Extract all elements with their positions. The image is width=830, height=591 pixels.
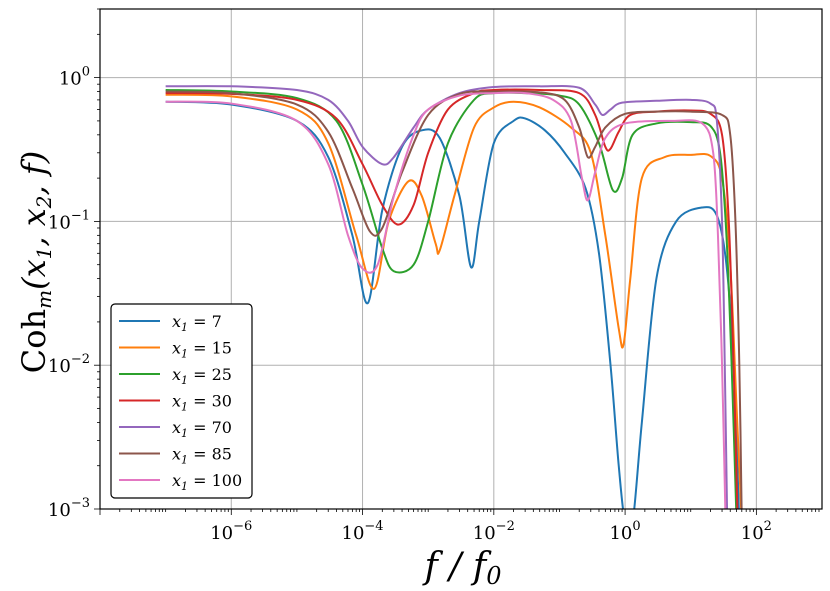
x-tick-label: 10−2 — [473, 519, 515, 544]
series-line — [165, 90, 743, 509]
y-axis-label: Cohm(x1, x2, f) — [15, 151, 56, 373]
series-line — [165, 93, 743, 509]
series-line — [165, 88, 739, 509]
x-axis-label: f / f0 — [422, 546, 502, 590]
legend-label: x1 = 70 — [172, 418, 232, 440]
series-line — [165, 91, 727, 509]
series-line — [165, 84, 729, 509]
series-line — [165, 100, 740, 509]
legend: x1 = 7 x1 = 15 x1 = 25 x1 = 30 x1 = 70 x1 = 8… — [110, 303, 253, 499]
series-layer — [165, 84, 743, 509]
legend-label: x1 = 25 — [172, 365, 232, 387]
y-tick-label: 10−2 — [48, 352, 90, 377]
plot-frame — [99, 8, 823, 510]
legend-label: x1 = 15 — [172, 339, 232, 361]
axis-ticks: 10−6 10−4 10−2 100 102 100 10−1 10−2 10−3 — [48, 8, 820, 544]
x-tick-label: 102 — [741, 519, 772, 544]
legend-label: x1 = 7 — [172, 312, 222, 334]
x-tick-label: 100 — [609, 519, 640, 544]
x-tick-label: 10−4 — [342, 519, 384, 544]
legend-box — [110, 303, 253, 499]
legend-label: x1 = 30 — [172, 392, 232, 414]
y-tick-label: 10−3 — [48, 496, 90, 521]
x-tick-label: 10−6 — [210, 519, 252, 544]
y-tick-label: 10−1 — [48, 208, 90, 233]
legend-label: x1 = 100 — [172, 471, 242, 493]
y-tick-label: 100 — [59, 65, 90, 90]
legend-label: x1 = 85 — [172, 445, 232, 467]
